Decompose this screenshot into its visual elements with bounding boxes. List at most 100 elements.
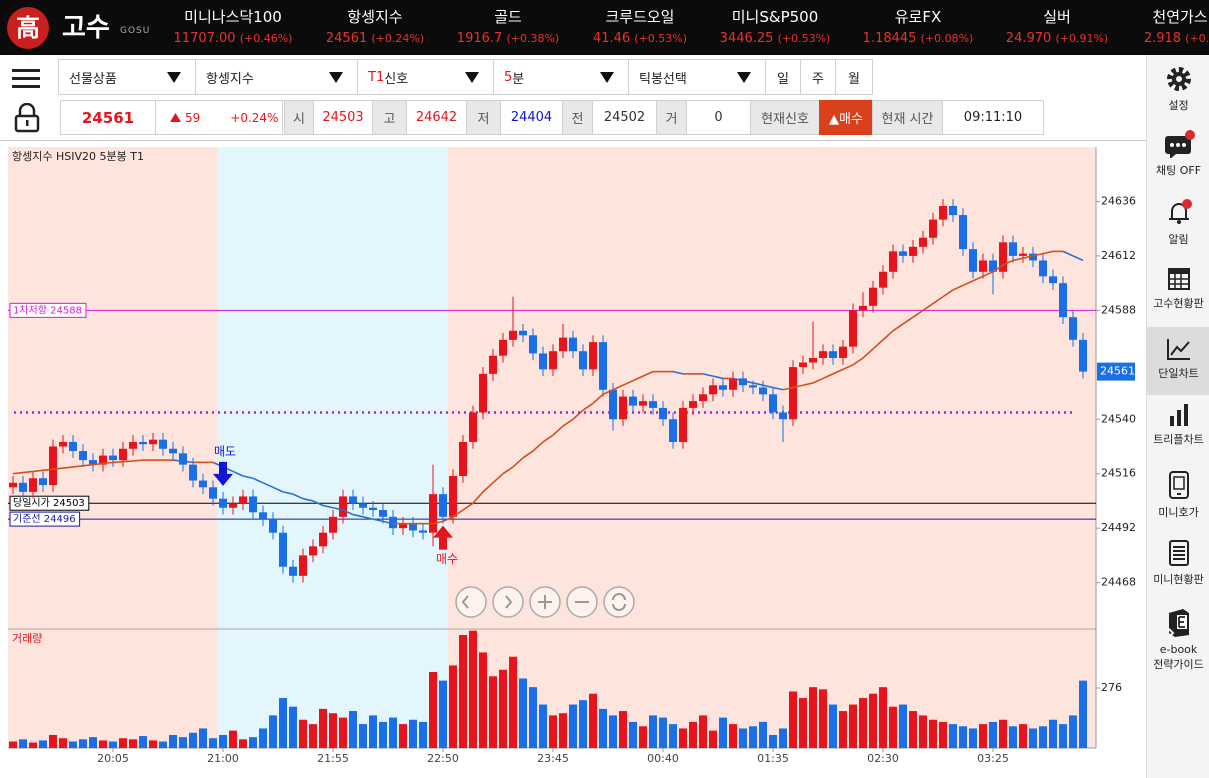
- candle-body: [709, 385, 717, 395]
- quote-change-pct: +0.24%: [230, 110, 279, 125]
- symbol-select[interactable]: 항셍지수: [195, 59, 358, 95]
- field-value: 0: [686, 100, 751, 135]
- candle-body: [979, 260, 987, 272]
- nav-button[interactable]: [603, 586, 635, 618]
- ma-segment: [962, 280, 974, 287]
- candle-body: [249, 496, 257, 513]
- quote-price: 24561: [60, 100, 156, 135]
- volume-bar: [859, 698, 867, 748]
- period-button[interactable]: 주: [800, 59, 836, 95]
- volume-bar: [149, 740, 157, 748]
- candle-body: [379, 510, 387, 517]
- nav-button[interactable]: [492, 586, 524, 618]
- price-badge-label: 24561: [1100, 365, 1135, 378]
- candle-body: [489, 355, 497, 374]
- candle-body: [49, 446, 57, 486]
- x-tick-label: 20:05: [97, 752, 129, 765]
- sidebar-item[interactable]: 알림: [1147, 197, 1209, 252]
- ticker[interactable]: 항셍지수 24561 (+0.24%): [300, 0, 450, 46]
- volume-bar: [759, 721, 767, 748]
- ma-segment: [802, 382, 814, 387]
- ticker-name: 미니나스닥100: [184, 8, 282, 26]
- candle-body: [619, 396, 627, 420]
- candle-body: [219, 498, 227, 508]
- volume-bar: [39, 740, 47, 748]
- candle-body: [129, 441, 137, 449]
- volume-title: 거래량: [12, 632, 42, 645]
- ticker[interactable]: 천연가스 2.918 (+0.6: [1105, 0, 1209, 46]
- candle-body: [799, 362, 807, 368]
- product-select[interactable]: 선물상품: [58, 59, 196, 95]
- volume-bar: [309, 724, 317, 748]
- header-bar: 高 고수 GOSU 미니나스닥100 11707.00 (+0.46%) 항셍지수…: [0, 0, 1209, 55]
- ma-segment: [902, 316, 914, 325]
- volume-bar: [439, 680, 447, 748]
- candle-body: [629, 396, 637, 406]
- volume-bar: [349, 711, 357, 748]
- candle-body: [229, 503, 237, 508]
- lock-button[interactable]: [14, 103, 40, 133]
- level-label: 1차저항 24588: [13, 304, 82, 316]
- ticker[interactable]: 미니S&P500 3446.25 (+0.53%): [700, 0, 850, 46]
- ticker-change: (+0.91%): [1055, 32, 1109, 45]
- candle-body: [749, 385, 757, 388]
- nav-button[interactable]: [529, 586, 561, 618]
- x-tick-label: 00:40: [647, 752, 679, 765]
- candle-body: [909, 246, 917, 256]
- sidebar-item[interactable]: 채팅 OFF: [1147, 130, 1209, 190]
- volume-bar: [449, 665, 457, 748]
- candle-body: [389, 516, 397, 529]
- sidebar-label: 전략가이드: [1153, 658, 1204, 671]
- candle-body: [259, 512, 267, 520]
- volume-bar: [219, 734, 227, 748]
- sidebar-label: 설정: [1168, 99, 1189, 112]
- select-text: 틱봉선택: [639, 71, 687, 87]
- field-value: 24503: [313, 100, 373, 135]
- volume-bar: [819, 689, 827, 748]
- sidebar-item[interactable]: e-book 전략가이드: [1147, 607, 1209, 677]
- select-text: 항셍지수: [206, 71, 254, 87]
- sidebar-item[interactable]: 고수현황판: [1147, 267, 1209, 322]
- signal-label: 매도: [214, 444, 236, 458]
- volume-bar: [789, 691, 797, 748]
- ticker[interactable]: 실버 24.970 (+0.91%): [982, 0, 1132, 46]
- volume-bar: [499, 669, 507, 748]
- candle-body: [989, 260, 997, 272]
- nav-button[interactable]: [566, 586, 598, 618]
- sidebar-item[interactable]: 미니호가: [1147, 470, 1209, 530]
- ma-segment: [112, 460, 124, 464]
- candle-body: [659, 407, 667, 420]
- ma-segment: [672, 370, 684, 375]
- ma-segment: [462, 502, 474, 511]
- nav-button[interactable]: [455, 586, 487, 618]
- ma-segment: [612, 384, 624, 391]
- menu-button[interactable]: [12, 67, 42, 91]
- y-tick-label: 24636: [1101, 194, 1136, 207]
- period-button[interactable]: 월: [835, 59, 873, 95]
- volume-bar: [719, 717, 727, 748]
- period-button[interactable]: 일: [765, 59, 801, 95]
- sidebar-item[interactable]: 트리플차트: [1147, 403, 1209, 458]
- volume-bar: [69, 741, 77, 748]
- signal-select[interactable]: T1 신호: [357, 59, 494, 95]
- sidebar-item[interactable]: 설정: [1147, 65, 1209, 115]
- sidebar-label: e-book: [1159, 643, 1198, 656]
- ticker[interactable]: 골드 1916.7 (+0.38%): [433, 0, 583, 46]
- ma-segment: [452, 509, 464, 518]
- ticker[interactable]: 크루드오일 41.46 (+0.53%): [565, 0, 715, 46]
- candle-body: [469, 412, 477, 442]
- ticker[interactable]: 유로FX 1.18445 (+0.08%): [843, 0, 993, 46]
- volume-bar: [899, 704, 907, 748]
- candle-body: [309, 546, 317, 556]
- candle-body: [949, 205, 957, 216]
- tick-select[interactable]: 틱봉선택: [628, 59, 766, 95]
- sidebar-item[interactable]: 단일차트: [1147, 327, 1209, 395]
- ticker[interactable]: 미니나스닥100 11707.00 (+0.46%): [158, 0, 308, 46]
- ma-segment: [832, 368, 844, 375]
- field-value: 24404: [500, 100, 563, 135]
- ma-segment: [102, 461, 114, 465]
- candle-body: [419, 530, 427, 533]
- sidebar-item[interactable]: 미니현황판: [1147, 539, 1209, 599]
- volume-bar: [179, 737, 187, 748]
